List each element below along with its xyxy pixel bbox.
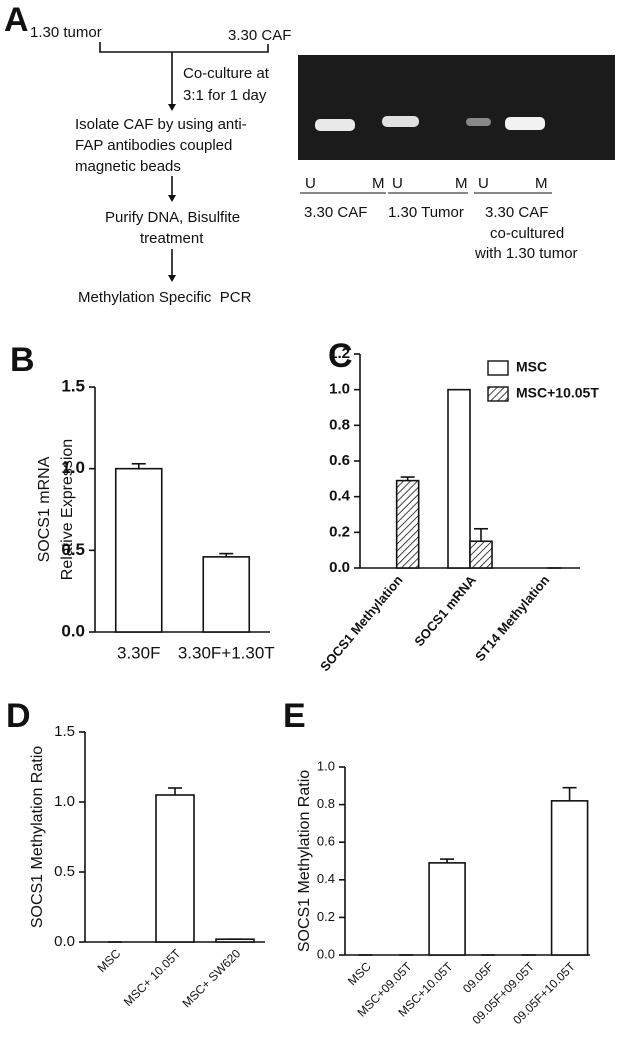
sample-label: 1.30 Tumor (388, 204, 464, 221)
arrow-head (168, 195, 176, 202)
x-tick-label: MSC (345, 959, 374, 988)
connector (99, 42, 269, 53)
x-tick-label: SOCS1 mRNA (411, 572, 479, 649)
error-bar (131, 462, 146, 469)
legend-swatch (487, 386, 509, 402)
bar (428, 862, 466, 956)
gel-band (466, 118, 491, 126)
flow-step: Purify DNA, Bisulfite (105, 209, 240, 226)
flow-step: Isolate CAF by using anti- (75, 116, 247, 133)
error-bar (168, 787, 182, 795)
panel-label: D (6, 697, 31, 735)
gel-band (382, 116, 419, 127)
y-axis-label: Relative Expression (59, 439, 76, 580)
lane-label: M (455, 175, 468, 192)
y-tick-label: 0.8 (317, 796, 335, 811)
x-tick-label: ST14 Methylation (472, 572, 552, 664)
x-tick-label: MSC+ 10.05T (121, 946, 184, 1009)
panel-label: A (4, 1, 29, 39)
bar (155, 794, 195, 943)
sample-label: co-cultured (490, 225, 564, 242)
lane-label: M (372, 175, 385, 192)
bar (447, 388, 471, 569)
y-tick-label: 1.0 (54, 793, 75, 810)
y-axis-label: SOCS1 Methylation Ratio (296, 770, 313, 952)
x-tick-label: MSC (95, 946, 124, 975)
y-tick-label: 0.4 (329, 488, 351, 505)
y-tick-label: 0.0 (61, 621, 85, 640)
error-bar (400, 476, 415, 481)
gel-band (315, 119, 355, 131)
x-tick-label: 09.05F (460, 959, 496, 995)
y-tick-label: 1.5 (61, 376, 85, 395)
arrow-head (168, 104, 176, 111)
lane-label: M (535, 175, 548, 192)
error-bar (474, 527, 488, 542)
x-tick-label: 3.30F+1.30T (178, 643, 275, 662)
flow-step: Methylation Specific PCR (78, 289, 252, 306)
sample-label: with 1.30 tumor (474, 245, 578, 262)
y-tick-label: 1.0 (61, 458, 85, 477)
y-tick-label: 0.0 (317, 946, 335, 961)
y-tick-label: 0.4 (317, 871, 335, 886)
panel-label: E (283, 697, 306, 735)
flow-step: treatment (140, 230, 204, 247)
y-tick-label: 1.2 (329, 345, 350, 362)
bar (202, 556, 251, 633)
flow-step: FAP antibodies coupled (75, 137, 232, 154)
error-bar (440, 858, 455, 863)
y-tick-label: 0.0 (54, 933, 75, 950)
flow-input: 3.30 CAF (228, 27, 291, 44)
gel-band (505, 117, 545, 130)
lane-label: U (392, 175, 403, 192)
x-tick-label: MSC+ SW620 (179, 946, 243, 1010)
bar (469, 540, 493, 569)
y-axis-label: SOCS1 Methylation Ratio (29, 746, 46, 928)
x-tick-label: SOCS1 Methylation (317, 572, 406, 674)
bar (395, 479, 420, 569)
error-bar (562, 786, 577, 801)
y-tick-label: 0.6 (317, 834, 335, 849)
sample-label: 3.30 CAF (485, 204, 548, 221)
flow-step: magnetic beads (75, 158, 181, 175)
bar (114, 467, 163, 633)
legend-label: MSC+10.05T (516, 385, 599, 401)
panel-label: B (10, 341, 35, 379)
arrow-head (168, 275, 176, 282)
gel-image (298, 55, 615, 160)
legend-swatch (487, 360, 509, 376)
y-tick-label: 1.0 (317, 758, 335, 773)
x-tick-label: 3.30F (117, 643, 160, 662)
lane-label: U (305, 175, 316, 192)
y-tick-label: 0.5 (54, 863, 75, 880)
y-tick-label: 0.2 (317, 909, 335, 924)
flow-input: 1.30 tumor (30, 24, 102, 41)
lane-label: U (478, 175, 489, 192)
y-tick-label: 0.5 (61, 540, 85, 559)
flow-condition: 3:1 for 1 day (183, 87, 267, 104)
error-bar (219, 552, 234, 557)
panel-label: C (328, 337, 353, 375)
y-axis-label: SOCS1 mRNA (36, 456, 53, 562)
sample-label: 3.30 CAF (304, 204, 367, 221)
y-tick-label: 0.0 (329, 559, 350, 576)
y-tick-label: 0.6 (329, 452, 350, 469)
legend-label: MSC (516, 359, 547, 375)
y-tick-label: 0.2 (329, 523, 350, 540)
y-tick-label: 1.0 (329, 381, 350, 398)
bar (550, 800, 589, 956)
flow-condition: Co-culture at (183, 65, 270, 82)
y-tick-label: 1.5 (54, 723, 75, 740)
y-tick-label: 0.8 (329, 416, 350, 433)
